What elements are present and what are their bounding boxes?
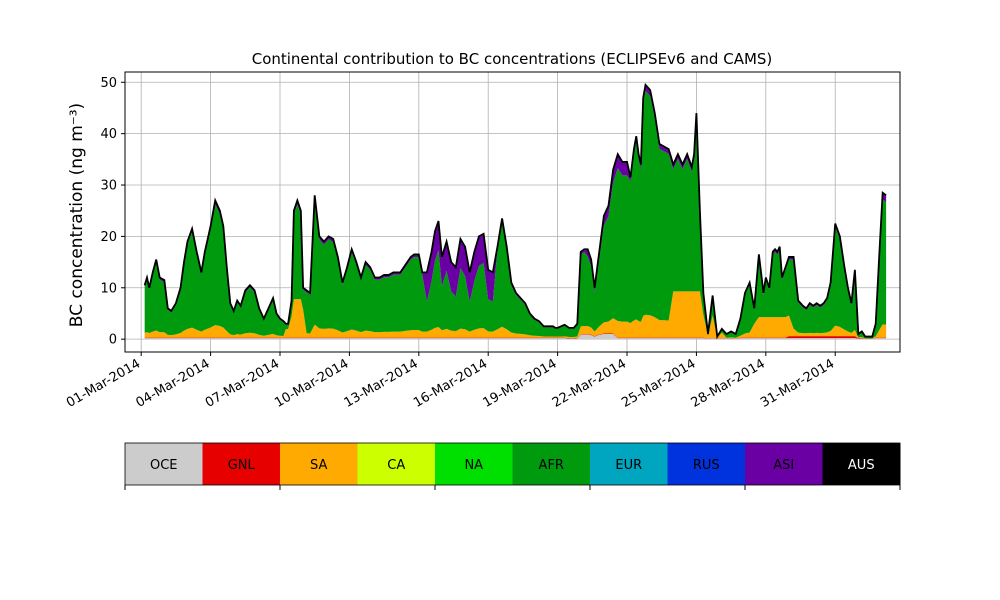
plot-frame <box>124 71 901 353</box>
legend-label-gnl: GNL <box>228 458 256 473</box>
xtick-label: 31-Mar-2014 <box>758 356 837 410</box>
xtick-label: 16-Mar-2014 <box>411 356 490 410</box>
legend-swatch-afr <box>512 443 591 485</box>
xtick-label: 10-Mar-2014 <box>272 356 351 410</box>
legend-swatch-aus <box>822 443 901 485</box>
ytick-label: 50 <box>100 76 117 91</box>
legend-swatch-na <box>435 443 513 485</box>
ytick-label: 0 <box>109 333 117 348</box>
xtick-label: 28-Mar-2014 <box>689 356 768 410</box>
area-sa <box>144 291 887 339</box>
color-legend-bar: OCE GNL SA CA NA AFR EUR RUS ASI AUS <box>124 442 901 490</box>
legend-label-asi: ASI <box>773 458 794 473</box>
xtick-label: 19-Mar-2014 <box>480 356 559 410</box>
xtick-label: 01-Mar-2014 <box>64 356 143 410</box>
legend-label-na: NA <box>464 458 483 473</box>
legend-swatch-oce <box>125 443 203 485</box>
legend-label-sa: SA <box>310 458 327 473</box>
ytick-label: 20 <box>100 230 117 245</box>
legend-label-afr: AFR <box>539 458 564 473</box>
legend-swatch-asi <box>745 443 823 485</box>
ytick-label: 40 <box>100 127 117 142</box>
legend-label-ca: CA <box>387 458 405 473</box>
xtick-label: 13-Mar-2014 <box>342 356 421 410</box>
ytick-label: 10 <box>100 281 117 296</box>
ytick-label: 30 <box>100 179 117 194</box>
area-gnl <box>144 333 887 339</box>
legend-outline <box>124 442 901 486</box>
legend-label-oce: OCE <box>150 458 178 473</box>
xtick-label: 07-Mar-2014 <box>203 356 282 410</box>
y-axis-ticks: 0 10 20 30 40 50 <box>100 76 125 348</box>
legend-label-eur: EUR <box>615 458 642 473</box>
legend-label-rus: RUS <box>693 458 720 473</box>
y-axis-title: BC concentration (ng m⁻³) <box>67 103 87 327</box>
stacked-areas <box>143 82 887 340</box>
x-axis-ticks: 01-Mar-201404-Mar-201407-Mar-201410-Mar-… <box>64 352 837 411</box>
area-afr <box>144 90 887 339</box>
xtick-label: 04-Mar-2014 <box>133 356 212 410</box>
legend-label-aus: AUS <box>848 458 875 473</box>
total-outline <box>143 82 887 340</box>
legend-swatch-sa <box>280 443 358 485</box>
legend-swatch-rus <box>667 443 746 485</box>
legend-swatch-eur <box>590 443 668 485</box>
chart-title: Continental contribution to BC concentra… <box>252 50 773 68</box>
xtick-label: 22-Mar-2014 <box>550 356 629 410</box>
legend-swatch-gnl <box>202 443 281 485</box>
legend-swatch-ca <box>357 443 436 485</box>
xtick-label: 25-Mar-2014 <box>619 356 698 410</box>
